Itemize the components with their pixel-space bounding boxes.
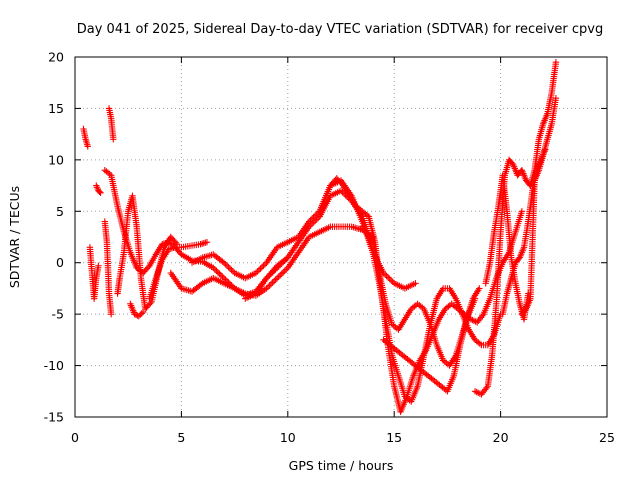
x-tick-label: 20 xyxy=(493,430,509,445)
series-track-11 xyxy=(188,177,419,292)
series-track-12 xyxy=(242,187,504,405)
y-axis-label: SDTVAR / TECUs xyxy=(7,186,22,288)
series-track-3 xyxy=(93,182,104,196)
y-tick-label: 0 xyxy=(56,255,64,270)
x-tick-label: 0 xyxy=(71,430,79,445)
x-axis-label: GPS time / hours xyxy=(289,458,394,473)
y-tick-label: 10 xyxy=(48,152,64,167)
chart-title: Day 041 of 2025, Sidereal Day-to-day VTE… xyxy=(77,22,603,37)
series-track-19 xyxy=(518,94,560,318)
y-tick-label: -5 xyxy=(52,307,64,322)
y-tick-labels: -15 -10 -5 0 5 10 15 20 xyxy=(44,50,64,425)
y-tick-label: 15 xyxy=(48,101,64,116)
y-tick-label: -15 xyxy=(44,410,64,425)
series-track-5 xyxy=(105,105,117,143)
series-track-6 xyxy=(101,166,291,299)
series-track-15 xyxy=(380,285,483,395)
x-tick-label: 25 xyxy=(599,430,615,445)
series-track-2 xyxy=(86,244,102,302)
series-track-4 xyxy=(101,218,115,318)
series-track-16 xyxy=(471,58,560,398)
grid-lines xyxy=(75,57,607,417)
data-points xyxy=(80,58,560,416)
axis-ticks xyxy=(74,56,608,418)
series-track-10 xyxy=(167,223,377,299)
x-tick-label: 5 xyxy=(177,430,185,445)
series-track-7 xyxy=(114,192,181,313)
series-track-8 xyxy=(127,300,147,320)
y-tick-label: -10 xyxy=(44,358,64,373)
y-tick-label: 5 xyxy=(56,204,64,219)
plot-frame xyxy=(74,56,608,418)
series-track-1 xyxy=(80,125,91,150)
y-tick-label: 20 xyxy=(48,50,64,65)
series-track-9 xyxy=(146,238,211,302)
x-tick-label: 10 xyxy=(280,430,296,445)
x-tick-label: 15 xyxy=(386,430,402,445)
x-tick-labels: 0 5 10 15 20 25 xyxy=(71,430,615,445)
